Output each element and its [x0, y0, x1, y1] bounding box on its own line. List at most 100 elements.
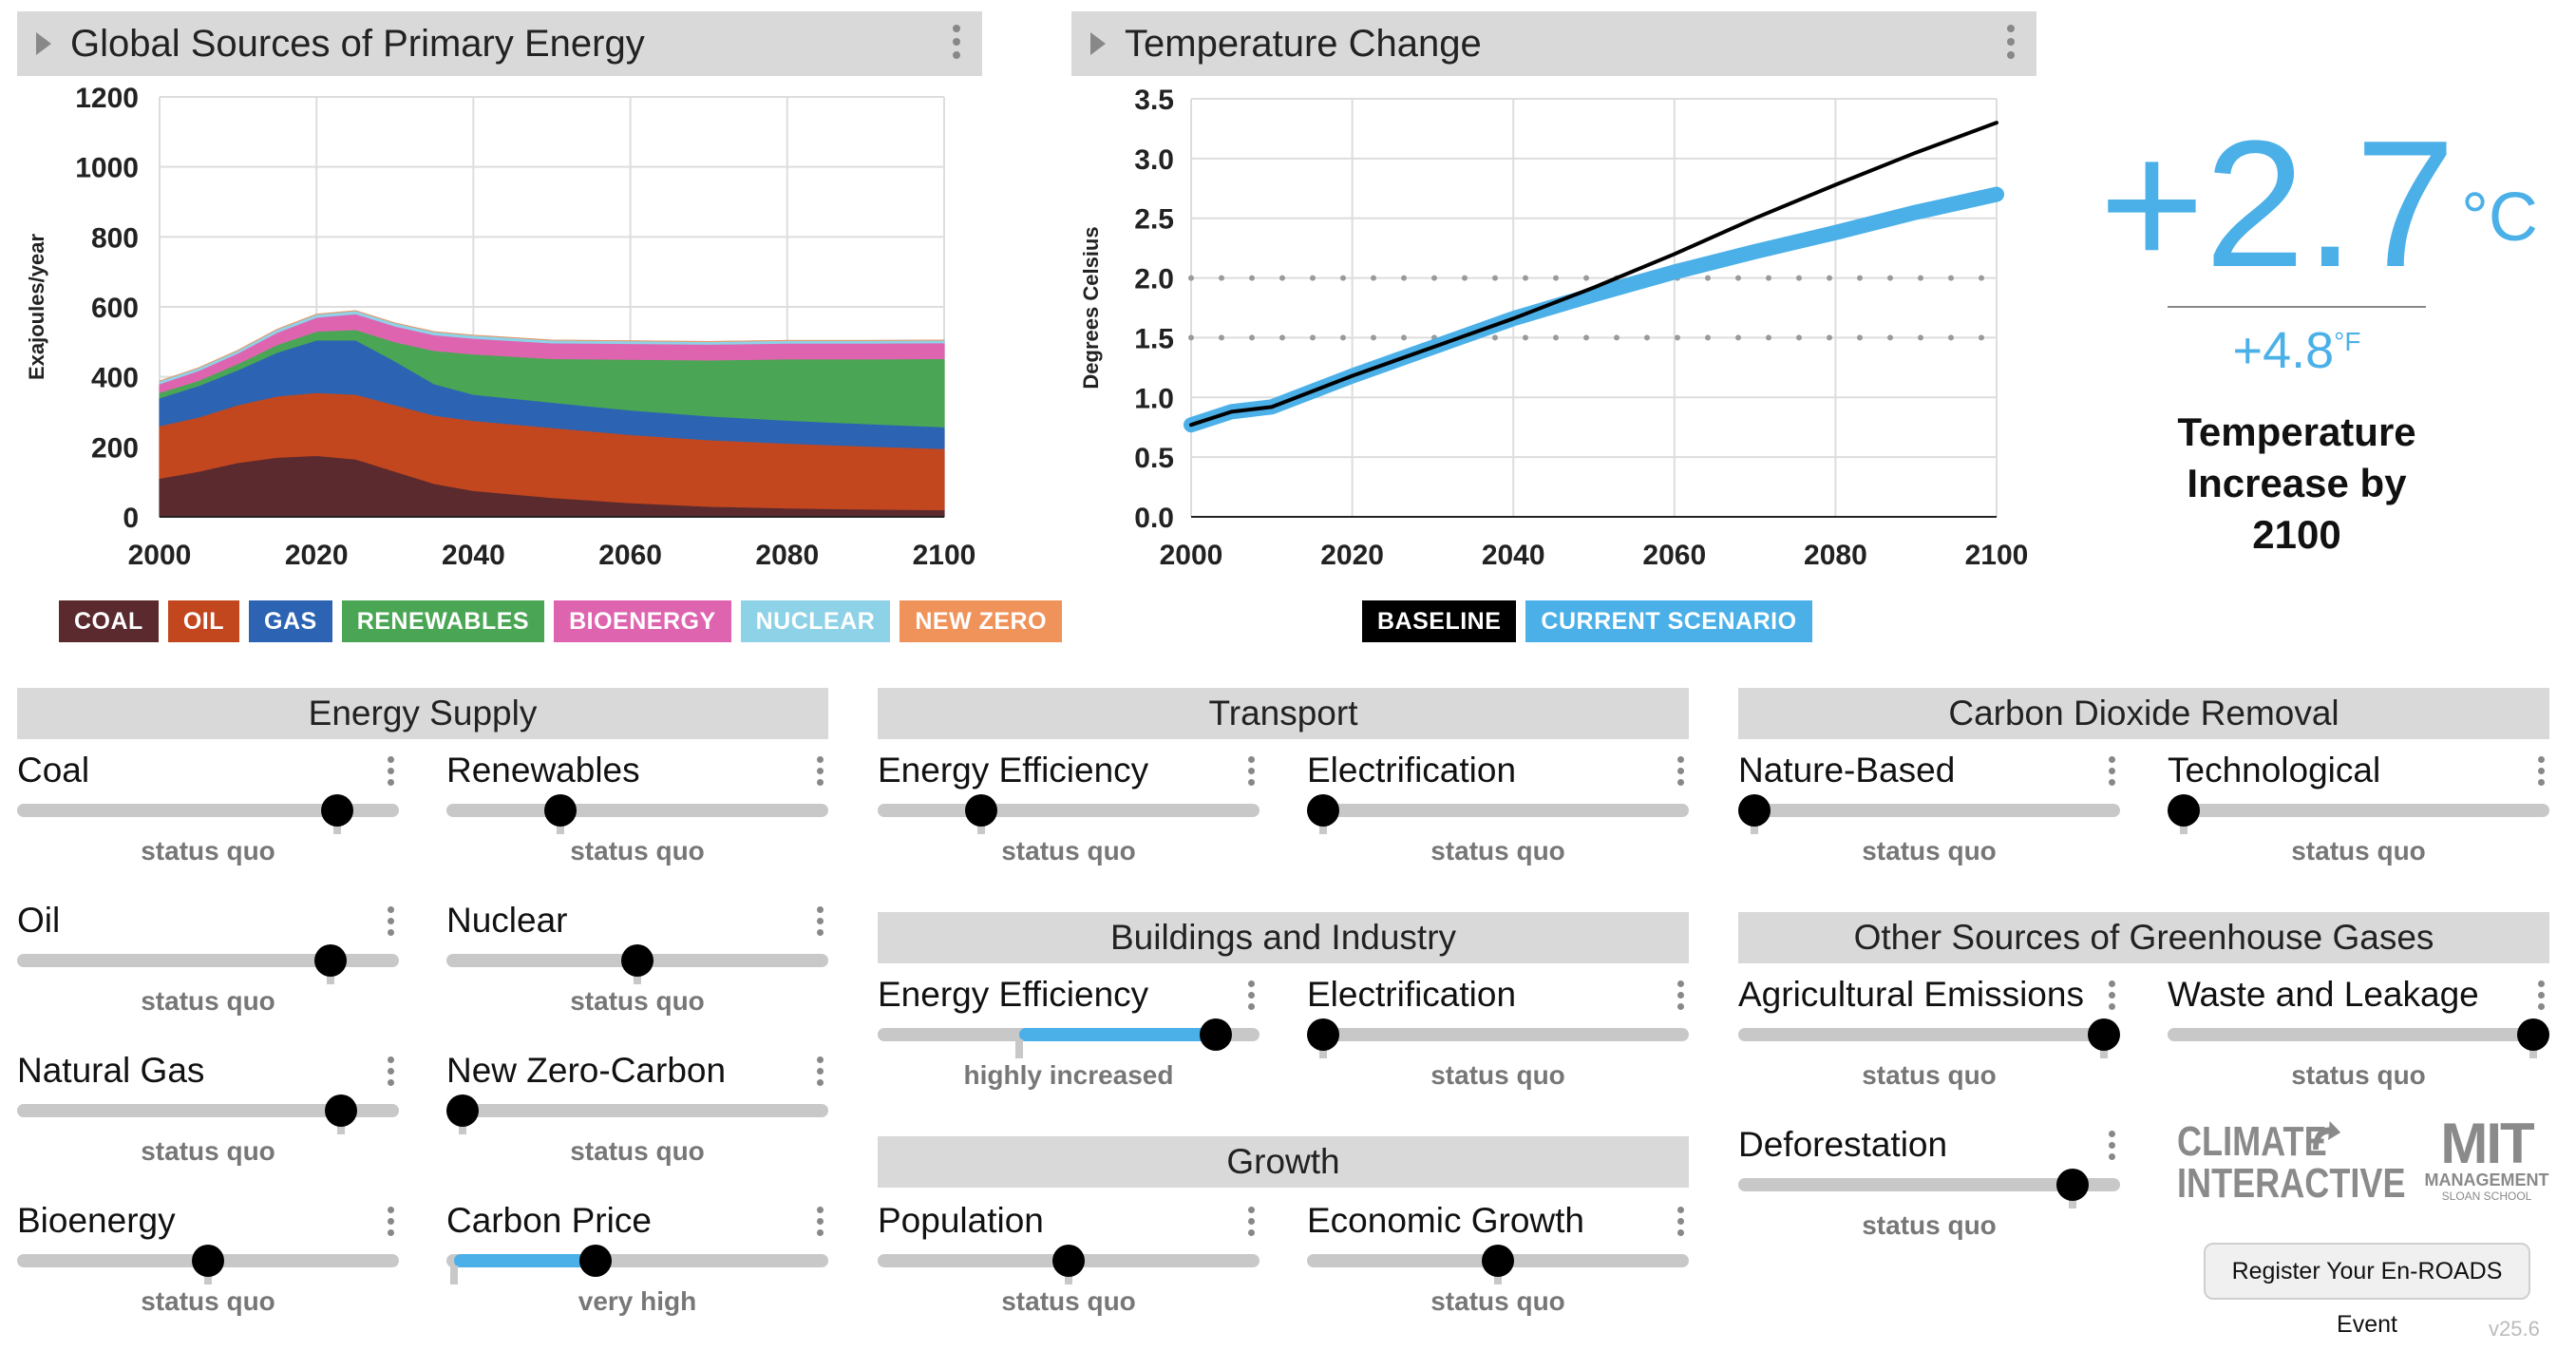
more-options-icon[interactable] — [815, 906, 824, 936]
slider-track[interactable] — [2168, 1028, 2549, 1041]
slider-nature-based[interactable]: Nature-Based status quo — [1738, 751, 2120, 866]
legend-nuclear[interactable]: NUCLEAR — [740, 600, 891, 642]
expand-triangle-icon[interactable] — [36, 32, 51, 55]
slider-oil[interactable]: Oil status quo — [17, 901, 399, 1016]
slider-fill — [454, 1254, 596, 1267]
slider-waste-leakage[interactable]: Waste and Leakage status quo — [2168, 975, 2549, 1090]
slider-track[interactable] — [2168, 804, 2549, 817]
slider-agricultural-emissions[interactable]: Agricultural Emissions status quo — [1738, 975, 2120, 1090]
more-options-icon[interactable] — [1246, 980, 1256, 1010]
slider-knob[interactable] — [1199, 1018, 1232, 1051]
more-options-icon[interactable] — [1676, 1207, 1685, 1236]
x-tick-label: 2000 — [1160, 540, 1223, 571]
slider-nuclear[interactable]: Nuclear status quo — [446, 901, 828, 1016]
y-axis-title: Exajoules/year — [25, 234, 48, 381]
slider-track[interactable] — [17, 1104, 399, 1117]
slider-track[interactable] — [1307, 1028, 1689, 1041]
register-event-button[interactable]: Register Your En-ROADS Event — [2204, 1243, 2530, 1338]
mit-sloan-logo[interactable]: MIT MANAGEMENT SLOAN SCHOOL — [2413, 1115, 2561, 1204]
slider-new-zero-carbon[interactable]: New Zero-Carbon status quo — [446, 1051, 828, 1166]
slider-knob[interactable] — [321, 794, 354, 827]
slider-label: Electrification — [1307, 975, 1517, 1014]
slider-bioenergy[interactable]: Bioenergy status quo — [17, 1201, 399, 1316]
slider-knob[interactable] — [324, 1094, 357, 1127]
more-options-icon[interactable] — [2107, 980, 2116, 1010]
logo-text: INTERACTIVE — [2177, 1160, 2406, 1207]
slider-track[interactable] — [17, 954, 399, 967]
legend-oil[interactable]: OIL — [167, 600, 239, 642]
legend-gas[interactable]: GAS — [249, 600, 332, 642]
slider-transport-efficiency[interactable]: Energy Efficiency status quo — [878, 751, 1260, 866]
more-options-icon[interactable] — [2107, 756, 2116, 786]
y-tick-label: 600 — [91, 293, 139, 324]
slider-knob[interactable] — [2168, 794, 2200, 827]
more-options-icon[interactable] — [1676, 756, 1685, 786]
more-options-icon[interactable] — [1246, 1207, 1256, 1236]
legend-bioenergy[interactable]: BIOENERGY — [554, 600, 731, 642]
slider-transport-electrification[interactable]: Electrification status quo — [1307, 751, 1689, 866]
slider-track[interactable] — [446, 1104, 828, 1117]
slider-track[interactable] — [1738, 1028, 2120, 1041]
slider-knob[interactable] — [192, 1245, 224, 1277]
slider-knob[interactable] — [1052, 1245, 1085, 1277]
slider-technological[interactable]: Technological status quo — [2168, 751, 2549, 866]
slider-deforestation[interactable]: Deforestation status quo — [1738, 1125, 2120, 1240]
slider-knob[interactable] — [2088, 1018, 2120, 1051]
slider-buildings-electrification[interactable]: Electrification status quo — [1307, 975, 1689, 1090]
slider-buildings-efficiency[interactable]: Energy Efficiency highly increased — [878, 975, 1260, 1090]
slider-knob[interactable] — [2055, 1169, 2089, 1201]
more-options-icon[interactable] — [2006, 25, 2016, 59]
more-options-icon[interactable] — [386, 906, 395, 936]
more-options-icon[interactable] — [1246, 756, 1256, 786]
legend-coal[interactable]: COAL — [59, 600, 159, 642]
slider-label: Carbon Price — [446, 1201, 652, 1240]
slider-knob[interactable] — [1307, 1018, 1339, 1051]
more-options-icon[interactable] — [2536, 756, 2546, 786]
slider-knob[interactable] — [1307, 794, 1339, 827]
more-options-icon[interactable] — [386, 1207, 395, 1236]
slider-renewables[interactable]: Renewables status quo — [446, 751, 828, 866]
slider-knob[interactable] — [446, 1094, 479, 1127]
more-options-icon[interactable] — [815, 756, 824, 786]
slider-knob[interactable] — [965, 794, 997, 827]
slider-coal[interactable]: Coal status quo — [17, 751, 399, 866]
legend-baseline[interactable]: BASELINE — [1362, 600, 1517, 642]
more-options-icon[interactable] — [2107, 1131, 2116, 1160]
energy-panel-header[interactable]: Global Sources of Primary Energy — [17, 11, 982, 76]
legend-current-scenario[interactable]: CURRENT SCENARIO — [1525, 600, 1812, 642]
slider-natural-gas[interactable]: Natural Gas status quo — [17, 1051, 399, 1166]
slider-knob[interactable] — [1482, 1245, 1514, 1277]
more-options-icon[interactable] — [2536, 980, 2546, 1010]
more-options-icon[interactable] — [386, 1056, 395, 1086]
slider-knob[interactable] — [578, 1245, 612, 1277]
more-options-icon[interactable] — [815, 1056, 824, 1086]
expand-triangle-icon[interactable] — [1090, 32, 1106, 55]
slider-knob[interactable] — [2517, 1018, 2549, 1051]
more-options-icon[interactable] — [1676, 980, 1685, 1010]
slider-track[interactable] — [1738, 804, 2120, 817]
more-options-icon[interactable] — [386, 756, 395, 786]
slider-knob[interactable] — [544, 794, 578, 827]
more-options-icon[interactable] — [952, 25, 961, 59]
climate-interactive-logo[interactable]: CLIMATE INTERACTIVE — [2177, 1121, 2406, 1207]
y-tick-label: 1000 — [75, 153, 139, 184]
slider-track[interactable] — [1738, 1178, 2120, 1191]
y-tick-label: 1.0 — [1134, 383, 1174, 414]
more-options-icon[interactable] — [815, 1207, 824, 1236]
slider-population[interactable]: Population status quo — [878, 1201, 1260, 1316]
legend-renewables[interactable]: RENEWABLES — [341, 600, 545, 642]
slider-track[interactable] — [878, 804, 1260, 817]
slider-label: Nature-Based — [1738, 751, 1956, 790]
slider-track[interactable] — [446, 804, 828, 817]
slider-label: Technological — [2168, 751, 2381, 790]
slider-economic-growth[interactable]: Economic Growth status quo — [1307, 1201, 1689, 1316]
temperature-celsius: +2.7°C — [2099, 114, 2538, 295]
slider-knob[interactable] — [1738, 794, 1771, 827]
slider-track[interactable] — [17, 804, 399, 817]
slider-track[interactable] — [1307, 804, 1689, 817]
slider-carbon-price[interactable]: Carbon Price very high — [446, 1201, 828, 1316]
slider-knob[interactable] — [621, 944, 653, 977]
temp-panel-header[interactable]: Temperature Change — [1071, 11, 2036, 76]
legend-new-zero[interactable]: NEW ZERO — [900, 600, 1063, 642]
slider-knob[interactable] — [313, 944, 347, 977]
